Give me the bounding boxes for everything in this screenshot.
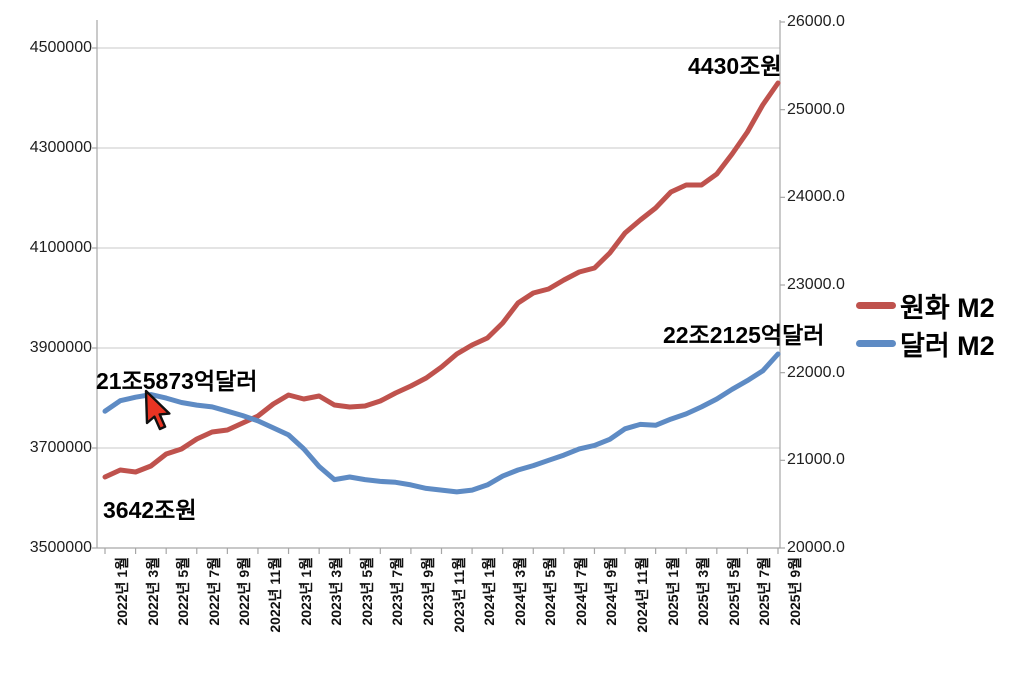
right-axis-tick-label: 25000.0: [787, 100, 845, 118]
x-axis-tick-label: 2022년 11월: [266, 557, 283, 633]
left-axis-tick-label: 3700000: [29, 439, 92, 456]
x-axis-tick-label: 2023년 11월: [450, 557, 467, 633]
right-axis-tick-label: 24000.0: [787, 188, 845, 206]
left-axis-tick-label: 3500000: [29, 539, 92, 556]
left-axis-tick-label: 3900000: [29, 339, 92, 356]
annotation-dollar-end: 22조2125억달러: [663, 322, 825, 348]
x-axis-tick-label: 2024년 5월: [542, 557, 559, 626]
x-axis-tick-label: 2023년 1월: [297, 557, 314, 626]
legend-label-won-m2: 원화 M2: [900, 292, 995, 323]
x-axis-tick-label: 2023년 5월: [358, 557, 375, 626]
annotation-won-start: 3642조원: [103, 497, 197, 523]
right-axis-tick-label: 23000.0: [787, 276, 845, 293]
x-axis-tick-label: 2024년 7월: [572, 557, 589, 626]
x-axis-tick-label: 2025년 9월: [787, 557, 803, 626]
x-axis-tick-label: 2023년 9월: [419, 557, 436, 626]
mouse-cursor-icon: [144, 389, 171, 431]
x-axis-tick-label: 2022년 9월: [236, 557, 253, 626]
annotation-won-end: 4430조원: [688, 53, 782, 79]
dollar-series-swatch-icon: [856, 339, 896, 347]
x-axis-tick-label: 2022년 7월: [205, 557, 222, 626]
right-axis-tick-label: 26000.0: [787, 13, 845, 30]
series-line-dollar-m2: [102, 351, 781, 495]
x-axis-tick-label: 2024년 1월: [481, 557, 498, 626]
won-series-swatch-icon: [856, 301, 896, 309]
x-axis-tick-label: 2024년 9월: [603, 557, 620, 626]
left-axis-tick-label: 4300000: [29, 139, 92, 156]
legend: 원화 M2 달러 M2: [856, 286, 995, 362]
x-axis-tick-label: 2025년 5월: [725, 557, 742, 626]
legend-label-dollar-m2: 달러 M2: [900, 330, 995, 361]
x-axis-tick-label: 2025년 3월: [695, 557, 712, 626]
legend-item-dollar-m2: 달러 M2: [856, 324, 995, 362]
right-axis-tick-label: 22000.0: [787, 363, 845, 381]
x-axis-tick-label: 2023년 7월: [389, 557, 406, 626]
left-axis-tick-label: 4100000: [29, 239, 92, 256]
right-axis-tick-label: 21000.0: [787, 451, 845, 469]
x-axis-tick-label: 2024년 11월: [634, 557, 651, 633]
x-axis-tick-label: 2022년 1월: [114, 557, 130, 626]
right-axis-tick-label: 20000.0: [787, 539, 845, 556]
x-axis-tick-label: 2024년 3월: [511, 557, 528, 626]
x-axis-tick-label: 2025년 1월: [664, 557, 681, 626]
x-axis-tick-label: 2025년 7월: [756, 557, 773, 626]
x-axis-tick-label: 2022년 5월: [175, 557, 192, 626]
x-axis-tick-label: 2022년 3월: [144, 557, 161, 626]
legend-item-won-m2: 원화 M2: [856, 286, 995, 324]
annotation-dollar-start: 21조5873억달러: [96, 368, 258, 394]
left-axis-tick-label: 4500000: [29, 39, 92, 56]
series-line-won-m2: [102, 80, 781, 480]
x-axis-tick-label: 2023년 3월: [328, 557, 345, 626]
